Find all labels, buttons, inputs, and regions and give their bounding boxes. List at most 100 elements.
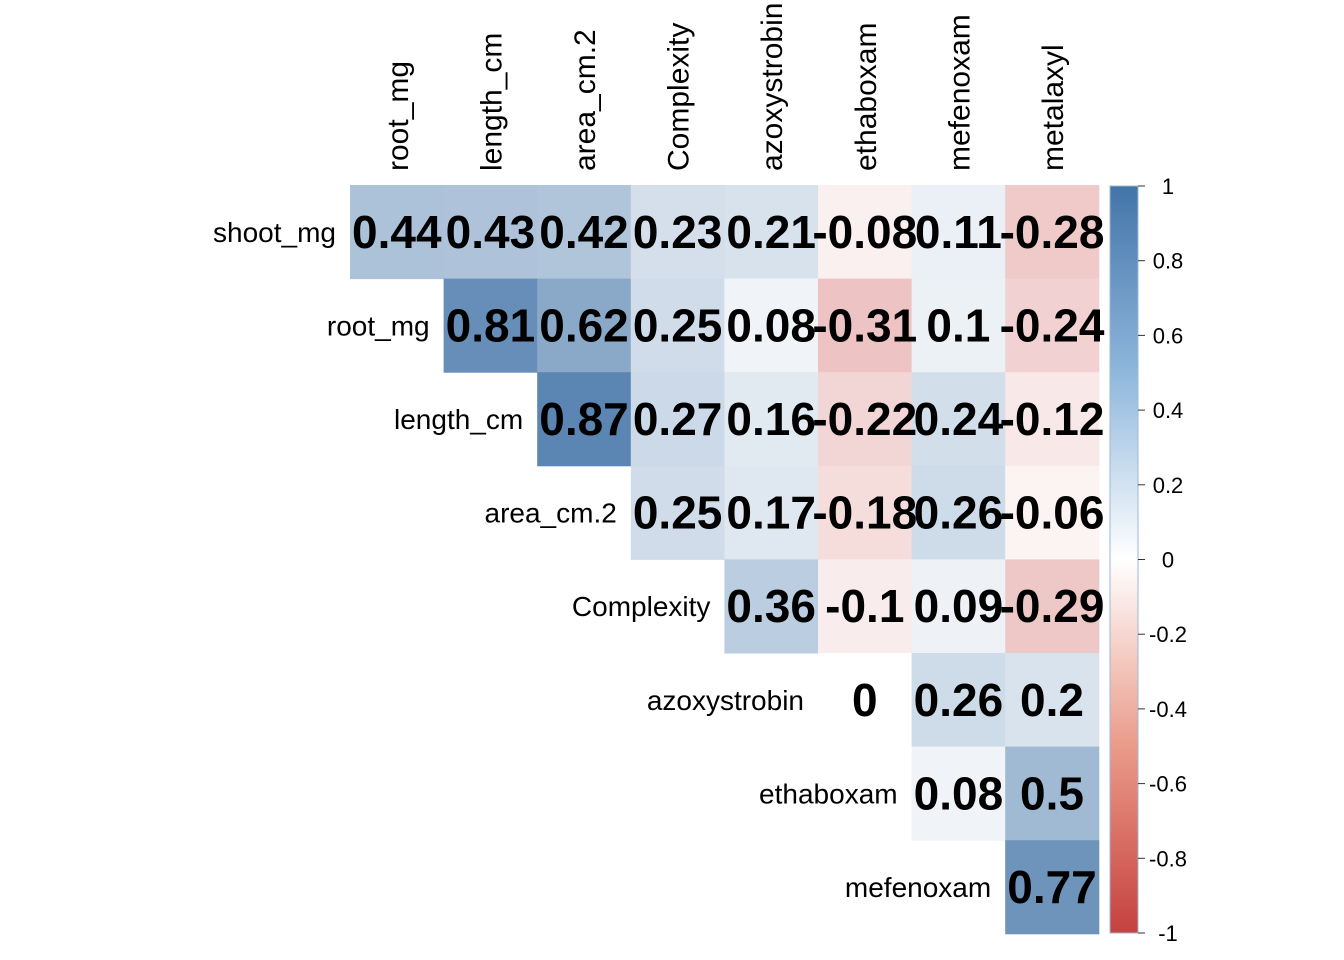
heatmap-cell-length_cm-mefenoxam <box>911 372 1006 467</box>
column-label: Complexity <box>663 23 696 171</box>
heatmap-cell-azoxystrobin-metalaxyl <box>1005 653 1100 748</box>
heatmap-cell-shoot_mg-root_mg <box>350 185 445 280</box>
heatmap-cell-shoot_mg-length_cm <box>443 185 538 280</box>
cell-value-label: 0.24 <box>914 393 1004 445</box>
cell-value-label: -0.12 <box>1000 393 1105 445</box>
legend-tick-label: 0.4 <box>1153 398 1184 423</box>
heatmap-cell-Complexity-ethaboxam <box>818 559 913 654</box>
cell-value-label: -0.22 <box>812 393 917 445</box>
cell-value-label: -0.1 <box>825 580 904 632</box>
heatmap-cell-root_mg-Complexity <box>630 278 725 373</box>
cell-value-label: 0.62 <box>539 299 629 351</box>
heatmap-cell-shoot_mg-mefenoxam <box>911 185 1006 280</box>
heatmap-cell-root_mg-metalaxyl <box>1005 278 1100 373</box>
row-label: shoot_mg <box>213 217 336 248</box>
legend-tick-label: -0.4 <box>1149 697 1187 722</box>
cell-value-label: 0.36 <box>726 580 816 632</box>
heatmap-cell-area_cm.2-ethaboxam <box>818 465 913 560</box>
heatmap-cell-shoot_mg-metalaxyl <box>1005 185 1100 280</box>
column-label: length_cm <box>475 33 508 171</box>
legend-tick-label: 0.6 <box>1153 323 1184 348</box>
cell-value-label: 0.11 <box>915 206 1002 258</box>
heatmap-cells <box>350 185 1100 935</box>
cell-value-label: 0 <box>852 674 878 726</box>
cell-value-label: 0.23 <box>633 206 723 258</box>
cell-value-label: 0.26 <box>914 487 1004 539</box>
cell-value-label: 0.09 <box>914 580 1004 632</box>
heatmap-cell-ethaboxam-mefenoxam <box>911 746 1006 841</box>
row-label: azoxystrobin <box>647 685 804 716</box>
heatmap-cell-Complexity-mefenoxam <box>911 559 1006 654</box>
cell-value-label: 0.43 <box>446 206 536 258</box>
row-label: ethaboxam <box>759 778 898 809</box>
legend-tick-label: 0 <box>1162 548 1174 573</box>
cell-value-label: 0.16 <box>726 393 816 445</box>
cell-value-label: -0.29 <box>1000 580 1105 632</box>
heatmap-cell-root_mg-area_cm.2 <box>537 278 632 373</box>
cell-value-label: 0.44 <box>352 206 442 258</box>
legend-tick-label: 0.8 <box>1153 249 1184 274</box>
cell-value-label: -0.31 <box>812 299 917 351</box>
row-label: mefenoxam <box>845 872 991 903</box>
cell-value-label: -0.24 <box>1000 299 1105 351</box>
cell-value-label: 0.21 <box>726 206 816 258</box>
row-label: root_mg <box>327 310 430 341</box>
heatmap-cell-area_cm.2-Complexity <box>630 465 725 560</box>
cell-value-label: 0.26 <box>914 674 1004 726</box>
heatmap-cell-root_mg-azoxystrobin <box>724 278 819 373</box>
heatmap-cell-azoxystrobin-ethaboxam <box>818 653 913 748</box>
heatmap-cell-length_cm-area_cm.2 <box>537 372 632 467</box>
cell-value-label: 0.08 <box>726 299 816 351</box>
cell-value-label: 0.42 <box>539 206 629 258</box>
row-label: Complexity <box>572 591 710 622</box>
legend-ticks: 1 0.8 0.6 0.4 0.2 0 -0.2 -0.4 -0.6 -0.8 -1 <box>1138 174 1187 946</box>
legend-tick-label: -0.2 <box>1149 622 1187 647</box>
heatmap-cell-ethaboxam-metalaxyl <box>1005 746 1100 841</box>
heatmap-cell-Complexity-azoxystrobin <box>724 559 819 654</box>
heatmap-cell-root_mg-ethaboxam <box>818 278 913 373</box>
cell-value-label: -0.28 <box>1000 206 1105 258</box>
heatmap-cell-length_cm-ethaboxam <box>818 372 913 467</box>
cell-value-label: 0.27 <box>633 393 723 445</box>
color-legend-bar <box>1109 185 1139 934</box>
cell-value-label: 0.81 <box>446 299 536 351</box>
legend-tick-label: 1 <box>1162 174 1174 199</box>
column-label: area_cm.2 <box>569 29 602 171</box>
heatmap-cell-shoot_mg-Complexity <box>630 185 725 280</box>
heatmap-cell-shoot_mg-ethaboxam <box>818 185 913 280</box>
heatmap-cell-Complexity-metalaxyl <box>1005 559 1100 654</box>
heatmap-cell-length_cm-azoxystrobin <box>724 372 819 467</box>
cell-value-label: 0.5 <box>1020 767 1084 819</box>
cell-value-label: 0.77 <box>1007 861 1097 913</box>
cell-value-label: 0.17 <box>726 487 816 539</box>
heatmap-cell-area_cm.2-metalaxyl <box>1005 465 1100 560</box>
heatmap-cell-root_mg-mefenoxam <box>911 278 1006 373</box>
column-label: metalaxyl <box>1037 44 1070 171</box>
cell-value-label: 0.2 <box>1020 674 1084 726</box>
row-label: length_cm <box>394 404 523 435</box>
cell-value-label: -0.18 <box>812 487 917 539</box>
cell-value-label: -0.06 <box>1000 487 1105 539</box>
heatmap-cell-length_cm-metalaxyl <box>1005 372 1100 467</box>
heatmap-cell-area_cm.2-mefenoxam <box>911 465 1006 560</box>
cell-values: 0.44 0.43 0.42 0.23 0.21-0.080.11-0.280.81 0.… <box>352 206 1105 913</box>
cell-value-label: 0.1 <box>926 299 990 351</box>
heatmap-cell-azoxystrobin-mefenoxam <box>911 653 1006 748</box>
heatmap-cell-area_cm.2-azoxystrobin <box>724 465 819 560</box>
cell-value-label: 0.08 <box>914 767 1004 819</box>
column-label: root_mg <box>382 61 415 171</box>
row-labels: shoot_mg root_mg length_cm area_cm.2 Complex… <box>213 217 991 903</box>
legend-tick-label: -0.8 <box>1149 846 1187 871</box>
row-label: area_cm.2 <box>485 498 617 529</box>
cell-value-label: 0.87 <box>539 393 629 445</box>
legend-tick-label: 0.2 <box>1153 473 1184 498</box>
heatmap-cell-shoot_mg-azoxystrobin <box>724 185 819 280</box>
legend-tick-label: -1 <box>1158 921 1178 946</box>
heatmap-cell-mefenoxam-metalaxyl <box>1005 840 1100 935</box>
column-label: ethaboxam <box>850 23 883 171</box>
column-label: azoxystrobin <box>756 3 789 171</box>
heatmap-cell-root_mg-length_cm <box>443 278 538 373</box>
heatmap-cell-shoot_mg-area_cm.2 <box>537 185 632 280</box>
cell-value-label: 0.25 <box>633 299 723 351</box>
